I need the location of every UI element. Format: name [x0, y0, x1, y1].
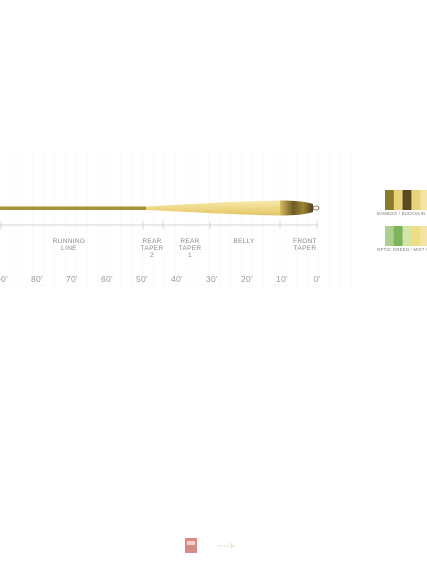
scale-label: 30'	[206, 274, 218, 284]
section-label: RUNNING LINE	[53, 238, 85, 252]
next-arrow[interactable]	[218, 543, 235, 549]
section-label: BELLY	[233, 238, 255, 245]
front-taper	[280, 200, 313, 216]
swatch-stripe	[393, 226, 403, 246]
section-label: FRONT TAPER	[293, 238, 317, 252]
scale-label: 80'	[31, 274, 43, 284]
scale-label: 10'	[276, 274, 288, 284]
swatch-label: OPTIC GREEN / MIST GREEN / BU	[377, 247, 427, 252]
swatch-stripe	[402, 226, 412, 246]
swatch-stripe	[385, 190, 395, 210]
scale-label: 0'	[314, 274, 321, 284]
swatch-stripe	[411, 190, 421, 210]
section-label: REAR TAPER 1	[179, 238, 202, 259]
swatch-stripe	[385, 226, 395, 246]
swatch-stripe	[402, 190, 412, 210]
thumbnail-icon[interactable]	[185, 538, 197, 553]
swatch-stripe	[420, 190, 427, 210]
taper-body	[146, 200, 280, 216]
bracket-ticks	[0, 221, 318, 229]
scale-label: 60'	[101, 274, 113, 284]
section-label: REAR TAPER 2	[141, 238, 164, 259]
swatch-label: BAMBOO / BUCKSKIN / GA	[377, 211, 427, 216]
scale-label: 20'	[241, 274, 253, 284]
scale-label: 70'	[66, 274, 78, 284]
scale-label: 40'	[171, 274, 183, 284]
scale-label: 90'	[0, 274, 8, 284]
grid-background	[0, 153, 356, 293]
swatch-stripe	[393, 190, 403, 210]
thumbnail-detail	[187, 541, 195, 545]
loop	[312, 205, 320, 211]
running-line	[0, 206, 146, 210]
scale-label: 50'	[136, 274, 148, 284]
swatch-stripe	[420, 226, 427, 246]
swatch-stripe	[411, 226, 421, 246]
